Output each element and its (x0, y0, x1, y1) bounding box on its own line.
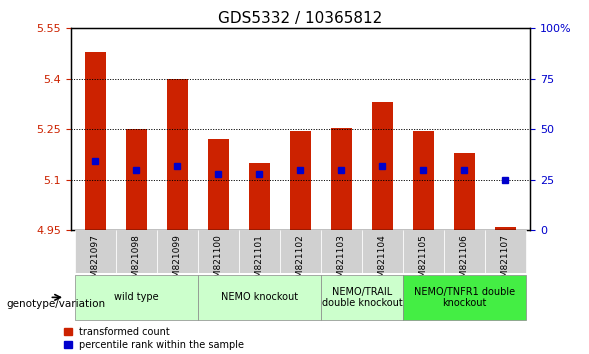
Bar (331, 127, 352, 230)
FancyBboxPatch shape (403, 230, 444, 273)
Text: GSM821097: GSM821097 (91, 234, 100, 289)
Text: NEMO/TNFR1 double
knockout: NEMO/TNFR1 double knockout (414, 286, 515, 308)
FancyBboxPatch shape (116, 230, 157, 273)
FancyBboxPatch shape (321, 275, 403, 320)
Bar (167, 79, 187, 230)
FancyBboxPatch shape (239, 230, 280, 273)
Text: NEMO/TRAIL
double knockout: NEMO/TRAIL double knockout (322, 286, 402, 308)
FancyBboxPatch shape (321, 230, 362, 273)
Text: genotype/variation: genotype/variation (6, 299, 105, 309)
Text: NEMO knockout: NEMO knockout (221, 292, 298, 302)
Bar (413, 131, 434, 230)
Bar (208, 139, 229, 230)
Bar (495, 227, 516, 230)
Text: wild type: wild type (114, 292, 158, 302)
Text: GSM821102: GSM821102 (296, 234, 305, 289)
Bar (372, 102, 393, 230)
Text: GSM821104: GSM821104 (378, 234, 387, 289)
Text: GSM821100: GSM821100 (214, 234, 223, 289)
Text: GSM821101: GSM821101 (255, 234, 264, 289)
FancyBboxPatch shape (198, 230, 239, 273)
FancyBboxPatch shape (75, 275, 198, 320)
Text: GSM821105: GSM821105 (419, 234, 428, 289)
FancyBboxPatch shape (485, 230, 526, 273)
Text: GSM821098: GSM821098 (132, 234, 141, 289)
Bar (290, 131, 310, 230)
Bar (85, 52, 105, 230)
Bar (249, 163, 270, 230)
Text: GSM821107: GSM821107 (501, 234, 510, 289)
Title: GDS5332 / 10365812: GDS5332 / 10365812 (219, 11, 382, 26)
FancyBboxPatch shape (403, 275, 526, 320)
Legend: transformed count, percentile rank within the sample: transformed count, percentile rank withi… (64, 327, 244, 350)
FancyBboxPatch shape (444, 230, 485, 273)
FancyBboxPatch shape (362, 230, 403, 273)
Bar (454, 153, 475, 230)
Text: GSM821103: GSM821103 (337, 234, 346, 289)
FancyBboxPatch shape (198, 275, 321, 320)
FancyBboxPatch shape (157, 230, 198, 273)
Text: GSM821106: GSM821106 (460, 234, 469, 289)
FancyBboxPatch shape (75, 230, 116, 273)
Bar (126, 129, 147, 230)
Text: GSM821099: GSM821099 (173, 234, 182, 289)
FancyBboxPatch shape (280, 230, 321, 273)
